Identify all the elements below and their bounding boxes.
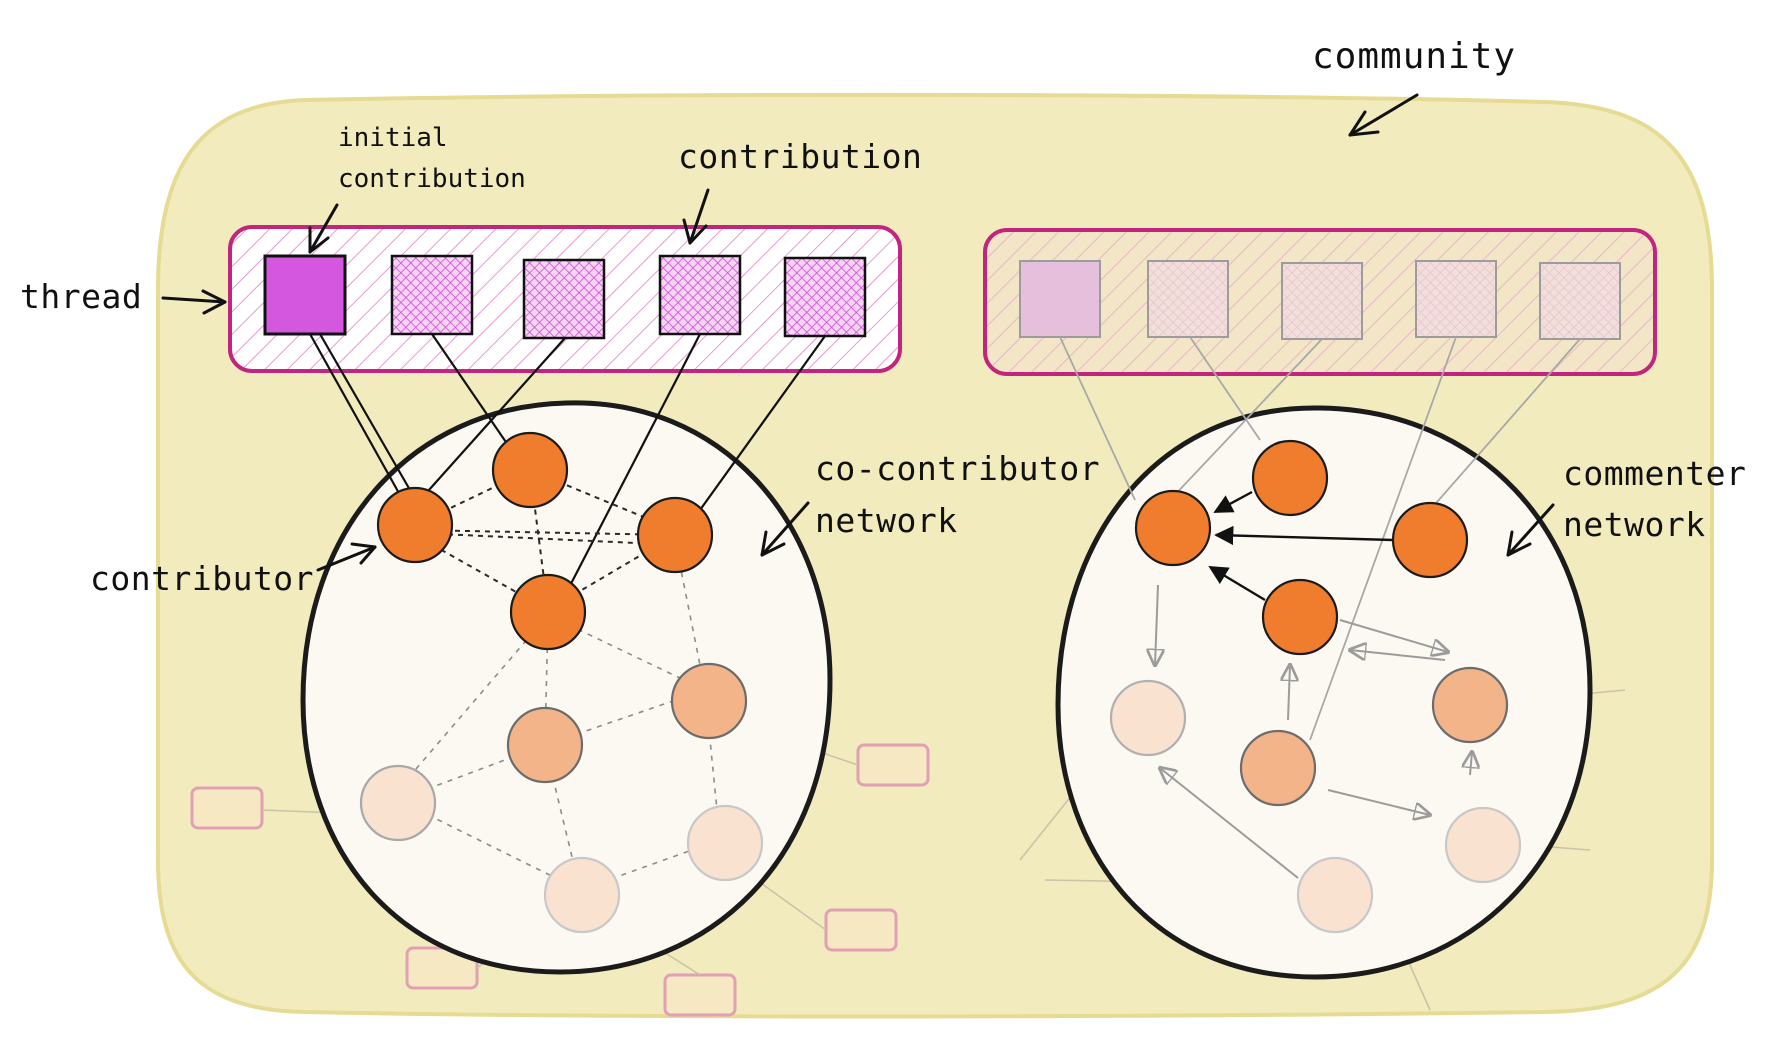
commenter-node (1251, 439, 1329, 517)
peer-node-faint (1296, 856, 1374, 934)
external-contributions (190, 743, 930, 1017)
contributor-node (376, 486, 454, 564)
commenter-node (1261, 578, 1339, 656)
contribution-square-faded (1415, 260, 1497, 338)
commenter-node (1391, 501, 1469, 579)
peer-node (506, 706, 584, 784)
commenter-arrows-active (1208, 490, 1394, 602)
initial-contribution-label-1: initial (338, 123, 448, 153)
peer-node (670, 662, 748, 740)
thread-label: thread (20, 277, 142, 316)
contribution-square (390, 254, 474, 336)
commenter-arrows-faint (1155, 584, 1472, 879)
peer-node-faint (543, 856, 621, 934)
contribution-square (783, 256, 867, 338)
peer-node-faint (1109, 679, 1187, 757)
peer-node-faint (1444, 806, 1522, 884)
contributor-node (491, 431, 569, 509)
peer-node-faint (359, 764, 437, 842)
contribution-label: contribution (678, 137, 922, 176)
contribution-links-right (1059, 336, 1581, 741)
thread-left (228, 225, 902, 373)
commenter-label-1: commenter (1563, 454, 1746, 493)
commenter-nodes (1109, 439, 1522, 934)
peer-node (1431, 666, 1509, 744)
initial-contribution-label-2: contribution (338, 164, 526, 194)
cocontributor-label-2: network (815, 501, 958, 540)
commenter-label-2: network (1563, 505, 1706, 544)
peer-node (1239, 729, 1317, 807)
contributor-label: contributor (90, 559, 314, 598)
peer-node-faint (686, 804, 764, 882)
contribution-square-faded (1147, 260, 1229, 338)
cocontributor-label-1: co-contributor (815, 449, 1100, 488)
contribution-square-faded (1539, 262, 1621, 340)
thread-right (983, 228, 1657, 376)
contributor-node (509, 573, 587, 651)
initial-contribution-square-faded (1019, 260, 1101, 338)
contribution-square-faded (1281, 262, 1363, 340)
contributor-node (636, 496, 714, 574)
contribution-links-left (309, 333, 826, 606)
commenter-node (1134, 489, 1212, 567)
community-label: community (1312, 36, 1516, 77)
annotation-arrows (161, 93, 1555, 572)
cocontributor-nodes (359, 431, 764, 934)
initial-contribution-square (263, 254, 347, 336)
contribution-square (522, 258, 606, 340)
contribution-square (658, 254, 742, 336)
